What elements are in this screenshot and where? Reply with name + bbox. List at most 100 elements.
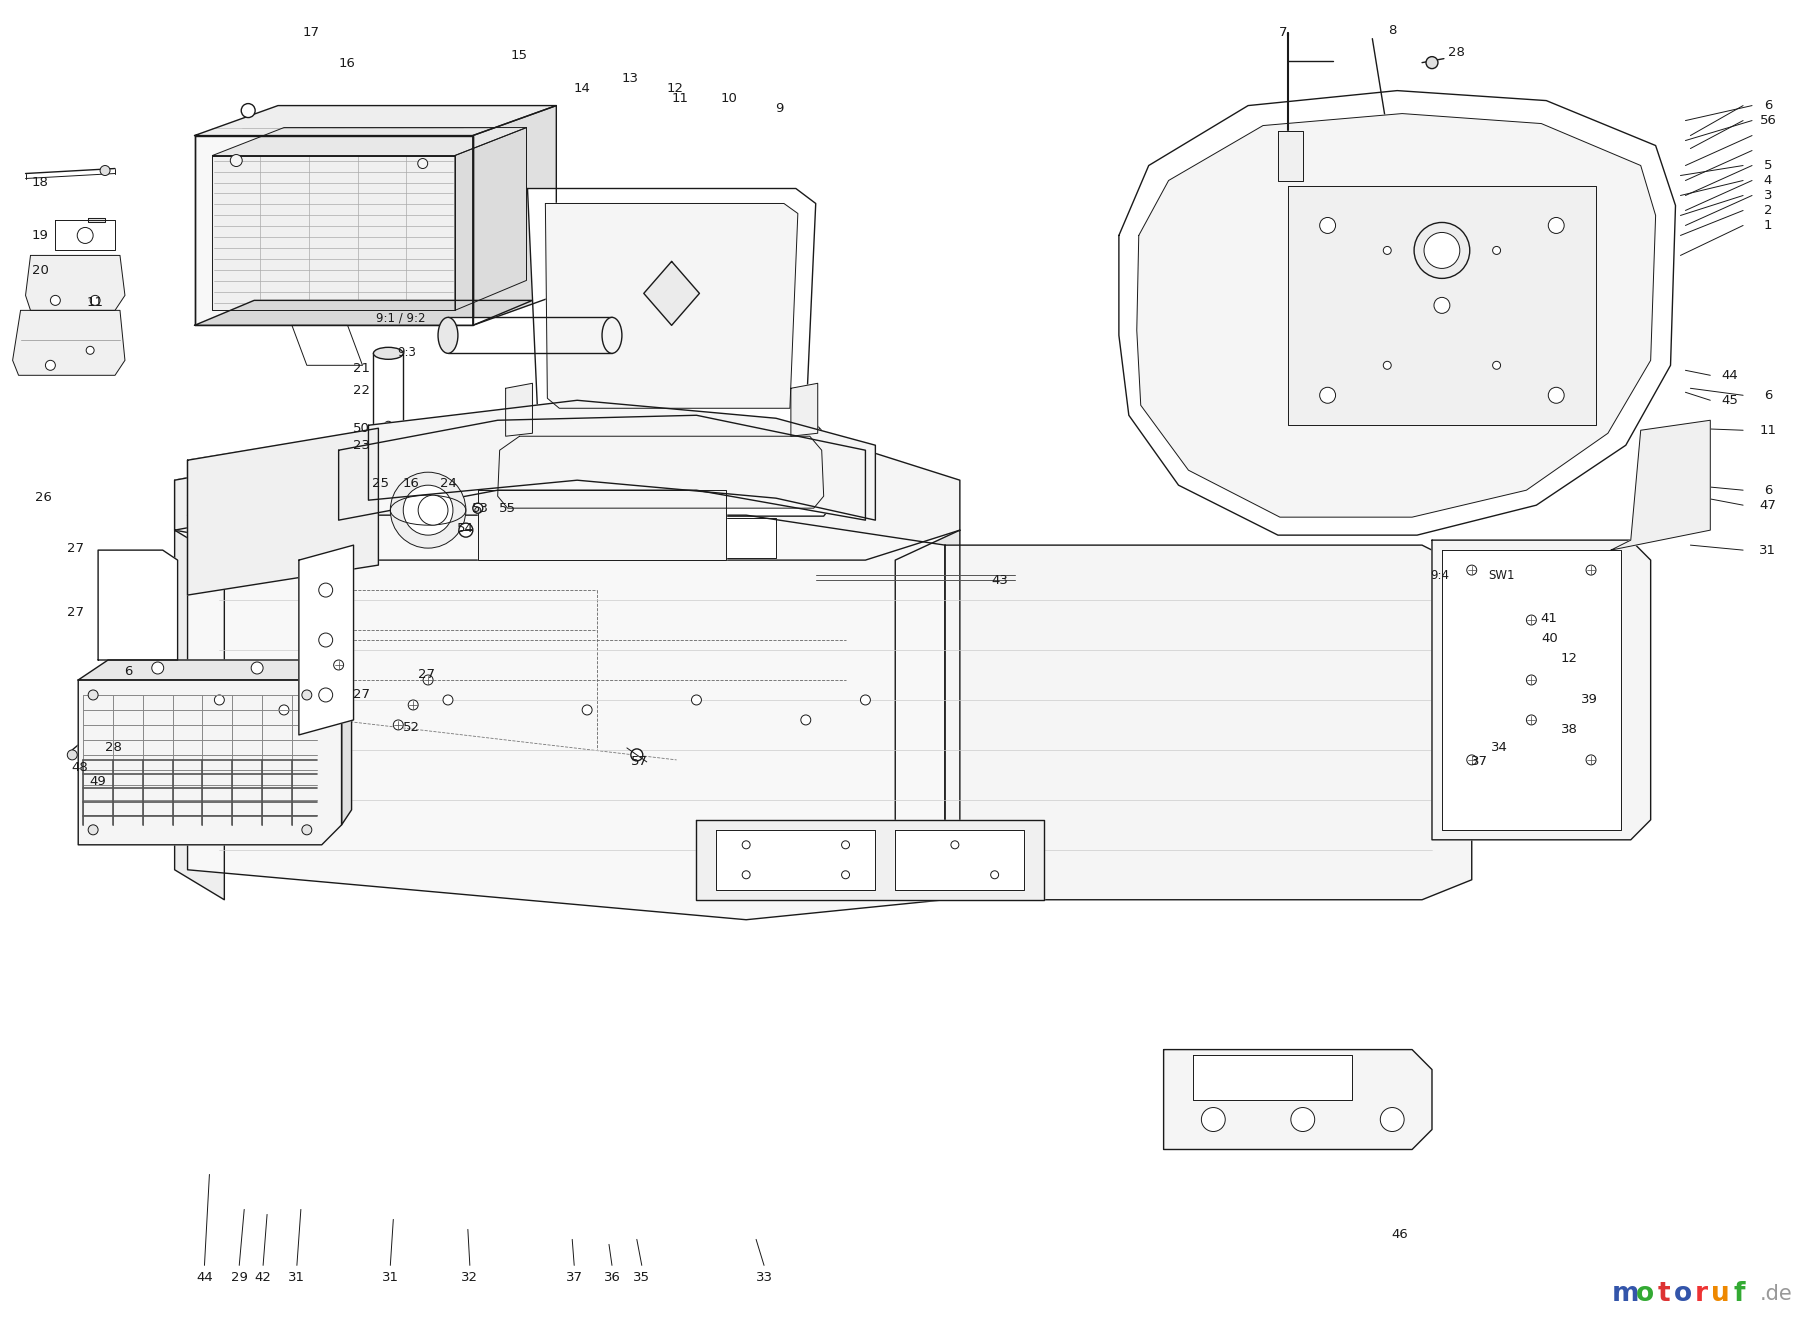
Circle shape — [88, 690, 99, 700]
Text: u: u — [1710, 1282, 1730, 1307]
Text: 23: 23 — [353, 438, 371, 451]
Circle shape — [443, 695, 454, 704]
Polygon shape — [1611, 420, 1710, 549]
Circle shape — [459, 523, 473, 538]
Polygon shape — [175, 450, 959, 560]
Ellipse shape — [601, 318, 623, 354]
Polygon shape — [187, 430, 373, 515]
Circle shape — [403, 485, 454, 535]
Ellipse shape — [373, 432, 403, 445]
Circle shape — [1415, 222, 1471, 278]
Polygon shape — [175, 450, 338, 530]
Polygon shape — [1120, 90, 1676, 535]
Polygon shape — [1442, 549, 1620, 830]
Circle shape — [801, 715, 810, 726]
Polygon shape — [497, 436, 824, 508]
Polygon shape — [448, 318, 612, 354]
Circle shape — [1548, 217, 1564, 233]
Polygon shape — [88, 218, 104, 222]
Circle shape — [990, 871, 999, 879]
Circle shape — [1526, 715, 1537, 726]
Circle shape — [473, 503, 482, 514]
Text: 50: 50 — [353, 422, 371, 434]
Circle shape — [230, 155, 243, 167]
Polygon shape — [716, 830, 875, 890]
Circle shape — [581, 704, 592, 715]
Circle shape — [1548, 388, 1564, 404]
Circle shape — [742, 841, 751, 849]
Text: 56: 56 — [1760, 114, 1777, 127]
Text: 32: 32 — [461, 1271, 479, 1284]
Polygon shape — [1138, 114, 1656, 518]
Text: 11: 11 — [671, 93, 688, 105]
Text: 46: 46 — [1391, 1227, 1409, 1241]
Circle shape — [475, 507, 481, 514]
Polygon shape — [486, 426, 837, 516]
Text: 6: 6 — [1764, 99, 1773, 113]
Polygon shape — [1163, 1050, 1433, 1149]
Text: 45: 45 — [1723, 393, 1739, 406]
Text: 15: 15 — [511, 49, 527, 62]
Circle shape — [394, 720, 403, 730]
Polygon shape — [194, 106, 556, 135]
Polygon shape — [194, 301, 533, 326]
Circle shape — [423, 675, 434, 685]
Polygon shape — [477, 490, 725, 560]
Circle shape — [1526, 675, 1537, 685]
Text: 29: 29 — [230, 1271, 248, 1284]
Circle shape — [1586, 755, 1597, 765]
Text: 27: 27 — [418, 669, 434, 682]
Circle shape — [88, 825, 99, 835]
Text: 17: 17 — [302, 26, 319, 40]
Polygon shape — [527, 188, 815, 424]
Circle shape — [333, 659, 344, 670]
Text: 3: 3 — [1764, 189, 1773, 203]
Polygon shape — [175, 530, 225, 900]
Circle shape — [1424, 233, 1460, 269]
Polygon shape — [212, 127, 526, 155]
Circle shape — [1467, 755, 1476, 765]
Text: 21: 21 — [353, 361, 371, 375]
Text: 28: 28 — [1449, 46, 1465, 60]
Text: 5: 5 — [1764, 159, 1773, 172]
Text: 18: 18 — [32, 176, 49, 189]
Text: 55: 55 — [499, 502, 517, 515]
Polygon shape — [545, 204, 797, 408]
Circle shape — [45, 360, 56, 371]
Circle shape — [151, 662, 164, 674]
Text: 13: 13 — [621, 71, 639, 85]
Polygon shape — [187, 515, 945, 920]
Text: t: t — [1658, 1282, 1670, 1307]
Polygon shape — [13, 310, 124, 375]
Circle shape — [691, 695, 702, 704]
Text: 8: 8 — [1388, 24, 1397, 37]
Text: 53: 53 — [472, 502, 490, 515]
Circle shape — [1586, 565, 1597, 575]
Text: 7: 7 — [1278, 26, 1287, 40]
Polygon shape — [644, 261, 700, 326]
Polygon shape — [790, 383, 817, 436]
Polygon shape — [77, 681, 342, 845]
Text: 43: 43 — [992, 573, 1008, 587]
Text: 6: 6 — [1764, 483, 1773, 496]
Polygon shape — [455, 127, 526, 310]
Circle shape — [391, 473, 466, 548]
Polygon shape — [212, 155, 455, 310]
Text: 49: 49 — [90, 776, 106, 788]
Text: 39: 39 — [1580, 694, 1597, 707]
Polygon shape — [506, 383, 533, 436]
Circle shape — [1467, 565, 1476, 575]
Text: 38: 38 — [1561, 723, 1577, 736]
Text: 40: 40 — [1541, 632, 1557, 645]
Text: 6: 6 — [124, 666, 131, 678]
Text: 4: 4 — [1764, 173, 1773, 187]
Text: 9:1 / 9:2: 9:1 / 9:2 — [376, 312, 425, 324]
Polygon shape — [194, 135, 473, 326]
Text: 27: 27 — [353, 688, 371, 702]
Circle shape — [302, 690, 311, 700]
Polygon shape — [369, 400, 875, 520]
Text: 12: 12 — [666, 82, 682, 95]
Text: 25: 25 — [373, 477, 389, 490]
Ellipse shape — [373, 347, 403, 359]
Circle shape — [418, 159, 428, 168]
